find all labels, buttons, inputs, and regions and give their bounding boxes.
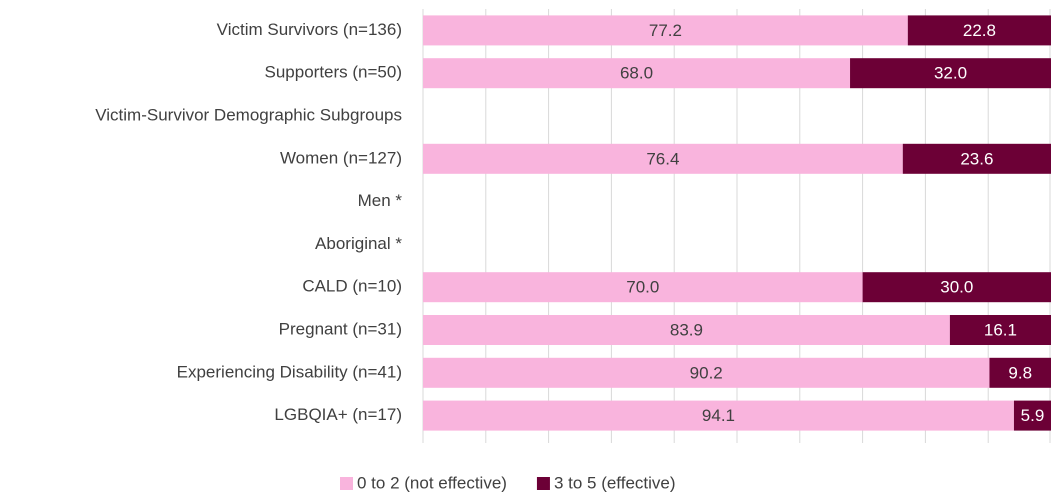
- bar-segment: [862, 272, 1051, 303]
- data-label: 68.0: [620, 64, 653, 83]
- data-label: 90.2: [690, 363, 723, 382]
- bar-segment: [423, 315, 950, 345]
- y-tick-label: Victim Survivors (n=136): [217, 20, 402, 39]
- data-label: 70.0: [626, 278, 659, 297]
- bar-segment: [423, 272, 863, 303]
- bar-segment: [949, 315, 1051, 345]
- legend-label: 3 to 5 (effective): [554, 473, 676, 492]
- bar-segment: [423, 357, 990, 388]
- y-tick-label: LGBQIA+ (n=17): [274, 405, 402, 424]
- bar-segment: [989, 357, 1051, 388]
- bar-segment: [1013, 400, 1051, 431]
- data-label: 94.1: [702, 406, 735, 425]
- bar-segment: [907, 15, 1051, 46]
- data-label: 77.2: [649, 21, 682, 40]
- y-tick-label: Supporters (n=50): [265, 63, 403, 82]
- y-tick-label: Women (n=127): [280, 148, 402, 167]
- y-tick-label: Experiencing Disability (n=41): [177, 362, 402, 381]
- bar-segment: [850, 58, 1051, 89]
- data-label: 5.9: [1021, 406, 1045, 425]
- data-label: 22.8: [963, 21, 996, 40]
- y-tick-label: Men *: [358, 191, 403, 210]
- bar-segment: [423, 143, 903, 174]
- bar-segment: [423, 15, 908, 46]
- y-tick-label: Aboriginal *: [315, 234, 402, 253]
- y-tick-label: CALD (n=10): [302, 277, 402, 296]
- y-tick-label: Pregnant (n=31): [279, 319, 402, 338]
- bar-segment: [423, 400, 1014, 431]
- data-label: 23.6: [960, 149, 993, 168]
- legend-swatch: [340, 477, 353, 490]
- legend-label: 0 to 2 (not effective): [357, 473, 507, 492]
- data-label: 30.0: [940, 278, 973, 297]
- data-label: 16.1: [984, 320, 1017, 339]
- data-label: 9.8: [1008, 363, 1032, 382]
- data-label: 76.4: [646, 149, 679, 168]
- data-label: 32.0: [934, 64, 967, 83]
- bar-segment: [902, 143, 1051, 174]
- legend-swatch: [536, 477, 550, 490]
- data-label: 83.9: [670, 320, 703, 339]
- y-tick-label: Victim-Survivor Demographic Subgroups: [95, 105, 402, 124]
- bar-segment: [423, 58, 851, 89]
